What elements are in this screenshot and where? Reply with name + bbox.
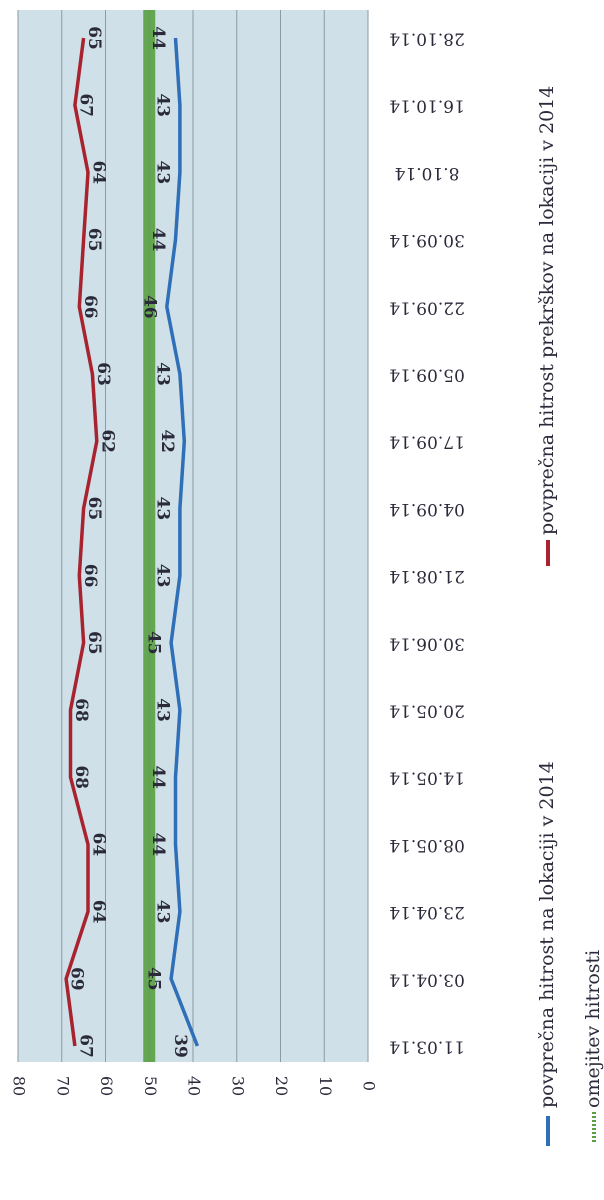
average-data-label: 43 [152, 900, 172, 924]
x-tick-label: 30.06.14 [389, 633, 465, 653]
x-tick-label: 28.10.14 [389, 29, 465, 49]
violation-data-label: 66 [80, 564, 100, 588]
violation-data-label: 64 [89, 833, 109, 857]
x-tick-label: 23.04.14 [389, 902, 465, 922]
average-data-label: 43 [152, 564, 172, 588]
average-data-label: 44 [148, 765, 168, 789]
y-tick-label: 70 [53, 1076, 72, 1096]
x-tick-label: 04.09.14 [389, 499, 465, 519]
violation-data-label: 67 [75, 1034, 95, 1058]
x-tick-label: 17.09.14 [389, 432, 465, 452]
x-tick-label: 22.09.14 [389, 297, 465, 317]
average-data-label: 43 [152, 698, 172, 722]
y-tick-label: 50 [141, 1076, 160, 1096]
violation-data-label: 64 [89, 161, 109, 185]
violation-data-label: 64 [89, 900, 109, 924]
average-data-label: 44 [148, 26, 168, 50]
x-tick-label: 30.09.14 [389, 230, 465, 250]
average-data-label: 43 [152, 497, 172, 521]
x-tick-label: 05.09.14 [389, 365, 465, 385]
average-data-label: 43 [152, 362, 172, 386]
y-tick-label: 0 [360, 1081, 379, 1091]
x-tick-label: 08.05.14 [389, 835, 465, 855]
average-data-label: 45 [144, 967, 164, 991]
x-tick-label: 16.10.14 [389, 96, 465, 116]
y-tick-label: 30 [228, 1076, 247, 1096]
legend-label-limit: omejitev hitrosti [582, 950, 604, 1108]
x-tick-label: 20.05.14 [389, 701, 465, 721]
x-tick-label: 14.05.14 [389, 768, 465, 788]
violation-data-label: 65 [84, 631, 104, 655]
violation-data-label: 65 [84, 228, 104, 252]
violation-data-label: 65 [84, 497, 104, 521]
violation-speed-line [64, 37, 99, 1047]
average-data-label: 45 [144, 631, 164, 655]
y-tick-label: 60 [97, 1076, 116, 1096]
violation-data-label: 63 [93, 362, 113, 386]
y-tick-label: 20 [272, 1076, 291, 1096]
average-data-label: 43 [152, 93, 172, 117]
x-tick-label: 03.04.14 [389, 969, 465, 989]
legend-label-average: povprečna hitrost na lokaciji v 2014 [536, 761, 558, 1108]
average-data-label: 44 [148, 833, 168, 857]
average-data-label: 46 [139, 295, 159, 319]
average-data-label: 39 [170, 1034, 190, 1058]
violation-data-label: 68 [71, 698, 91, 722]
violation-data-label: 66 [80, 295, 100, 319]
violation-data-label: 67 [75, 93, 95, 117]
legend-label-violation: povprečna hitrost prekrškov na lokaciji … [536, 86, 558, 535]
average-speed-line [165, 37, 200, 1047]
x-tick-label: 21.08.14 [389, 566, 465, 586]
y-tick-label: 80 [10, 1076, 29, 1096]
x-tick-label: 8.10.14 [395, 163, 460, 183]
plot-area: 0 10 20 30 40 50 60 70 80 11.03.14 03.04.14 23.04.1… [10, 10, 465, 1096]
y-tick-label: 10 [316, 1076, 335, 1096]
average-data-label: 43 [152, 161, 172, 185]
violation-data-label: 65 [84, 26, 104, 50]
average-data-label: 42 [157, 429, 177, 453]
violation-data-label: 62 [97, 429, 117, 453]
x-tick-label: 11.03.14 [389, 1037, 465, 1057]
legend: povprečna hitrost prekrškov na lokaciji … [536, 86, 604, 1146]
violation-data-label: 68 [71, 765, 91, 789]
y-tick-label: 40 [185, 1076, 204, 1096]
average-data-label: 44 [148, 228, 168, 252]
violation-data-label: 69 [67, 967, 87, 991]
